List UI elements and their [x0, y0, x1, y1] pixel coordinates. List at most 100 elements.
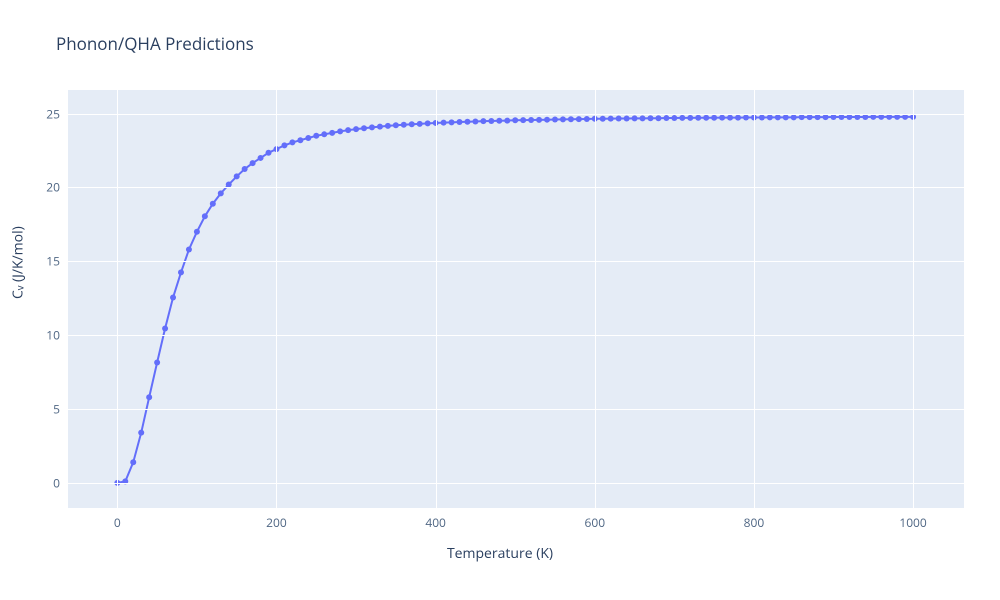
data-marker	[401, 122, 407, 128]
y-gridline	[68, 187, 964, 188]
data-marker	[170, 295, 176, 301]
data-marker	[472, 118, 478, 124]
data-marker	[878, 114, 884, 120]
data-marker	[520, 117, 526, 123]
data-marker	[297, 137, 303, 143]
data-marker	[138, 430, 144, 436]
x-gridline	[276, 90, 277, 508]
data-marker	[647, 115, 653, 121]
data-marker	[361, 125, 367, 131]
data-marker	[711, 115, 717, 121]
data-marker	[504, 118, 510, 124]
y-gridline	[68, 483, 964, 484]
x-gridline	[117, 90, 118, 508]
data-marker	[281, 142, 287, 148]
data-marker	[417, 121, 423, 127]
data-marker	[377, 124, 383, 130]
data-marker	[393, 122, 399, 128]
data-marker	[464, 119, 470, 125]
data-marker	[616, 116, 622, 122]
data-marker	[289, 139, 295, 145]
x-gridline	[913, 90, 914, 508]
plot-area	[68, 90, 964, 508]
data-marker	[536, 117, 542, 123]
data-marker	[663, 115, 669, 121]
y-gridline	[68, 261, 964, 262]
data-marker	[719, 115, 725, 121]
data-marker	[600, 116, 606, 122]
y-tick-label: 0	[10, 474, 60, 491]
data-marker	[425, 120, 431, 126]
data-marker	[584, 116, 590, 122]
data-marker	[544, 117, 550, 123]
data-marker	[671, 115, 677, 121]
y-tick-label: 10	[10, 327, 60, 344]
data-marker	[313, 133, 319, 139]
data-marker	[250, 160, 256, 166]
y-tick-label: 15	[10, 253, 60, 270]
x-tick-label: 0	[114, 514, 121, 531]
data-marker	[329, 130, 335, 136]
data-marker	[727, 115, 733, 121]
y-tick-label: 5	[10, 401, 60, 418]
data-marker	[568, 116, 574, 122]
data-marker	[894, 114, 900, 120]
data-marker	[449, 119, 455, 125]
data-marker	[162, 326, 168, 332]
data-marker	[186, 247, 192, 253]
y-gridline	[68, 114, 964, 115]
data-marker	[815, 114, 821, 120]
data-marker	[305, 135, 311, 141]
x-axis-label: Temperature (K)	[447, 544, 553, 563]
data-marker	[703, 115, 709, 121]
data-marker	[409, 121, 415, 127]
data-marker	[512, 117, 518, 123]
data-marker	[480, 118, 486, 124]
data-marker	[242, 166, 248, 172]
data-marker	[496, 118, 502, 124]
data-marker	[210, 201, 216, 207]
data-marker	[624, 116, 630, 122]
data-marker	[345, 127, 351, 133]
data-marker	[695, 115, 701, 121]
data-marker	[831, 114, 837, 120]
data-marker	[202, 213, 208, 219]
y-tick-label: 20	[10, 179, 60, 196]
data-marker	[807, 114, 813, 120]
x-tick-label: 400	[425, 514, 446, 531]
data-marker	[640, 115, 646, 121]
data-marker	[457, 119, 463, 125]
data-marker	[146, 394, 152, 400]
series-line	[117, 117, 913, 483]
data-marker	[679, 115, 685, 121]
data-marker	[759, 114, 765, 120]
data-marker	[576, 116, 582, 122]
data-marker	[791, 114, 797, 120]
x-gridline	[436, 90, 437, 508]
data-marker	[655, 115, 661, 121]
data-marker	[154, 360, 160, 366]
data-marker	[337, 128, 343, 134]
data-marker	[886, 114, 892, 120]
data-marker	[799, 114, 805, 120]
data-marker	[783, 114, 789, 120]
data-marker	[838, 114, 844, 120]
data-marker	[743, 114, 749, 120]
data-marker	[870, 114, 876, 120]
data-marker	[258, 155, 264, 161]
data-marker	[234, 173, 240, 179]
data-marker	[266, 150, 272, 156]
data-marker	[735, 115, 741, 121]
chart-svg	[68, 90, 964, 508]
x-tick-label: 1000	[899, 514, 926, 531]
data-marker	[632, 115, 638, 121]
data-marker	[687, 115, 693, 121]
x-gridline	[595, 90, 596, 508]
data-marker	[862, 114, 868, 120]
chart-container: Phonon/QHA Predictions Temperature (K) C…	[0, 0, 1000, 600]
x-gridline	[754, 90, 755, 508]
data-marker	[846, 114, 852, 120]
data-marker	[775, 114, 781, 120]
data-marker	[353, 126, 359, 132]
data-marker	[369, 124, 375, 130]
